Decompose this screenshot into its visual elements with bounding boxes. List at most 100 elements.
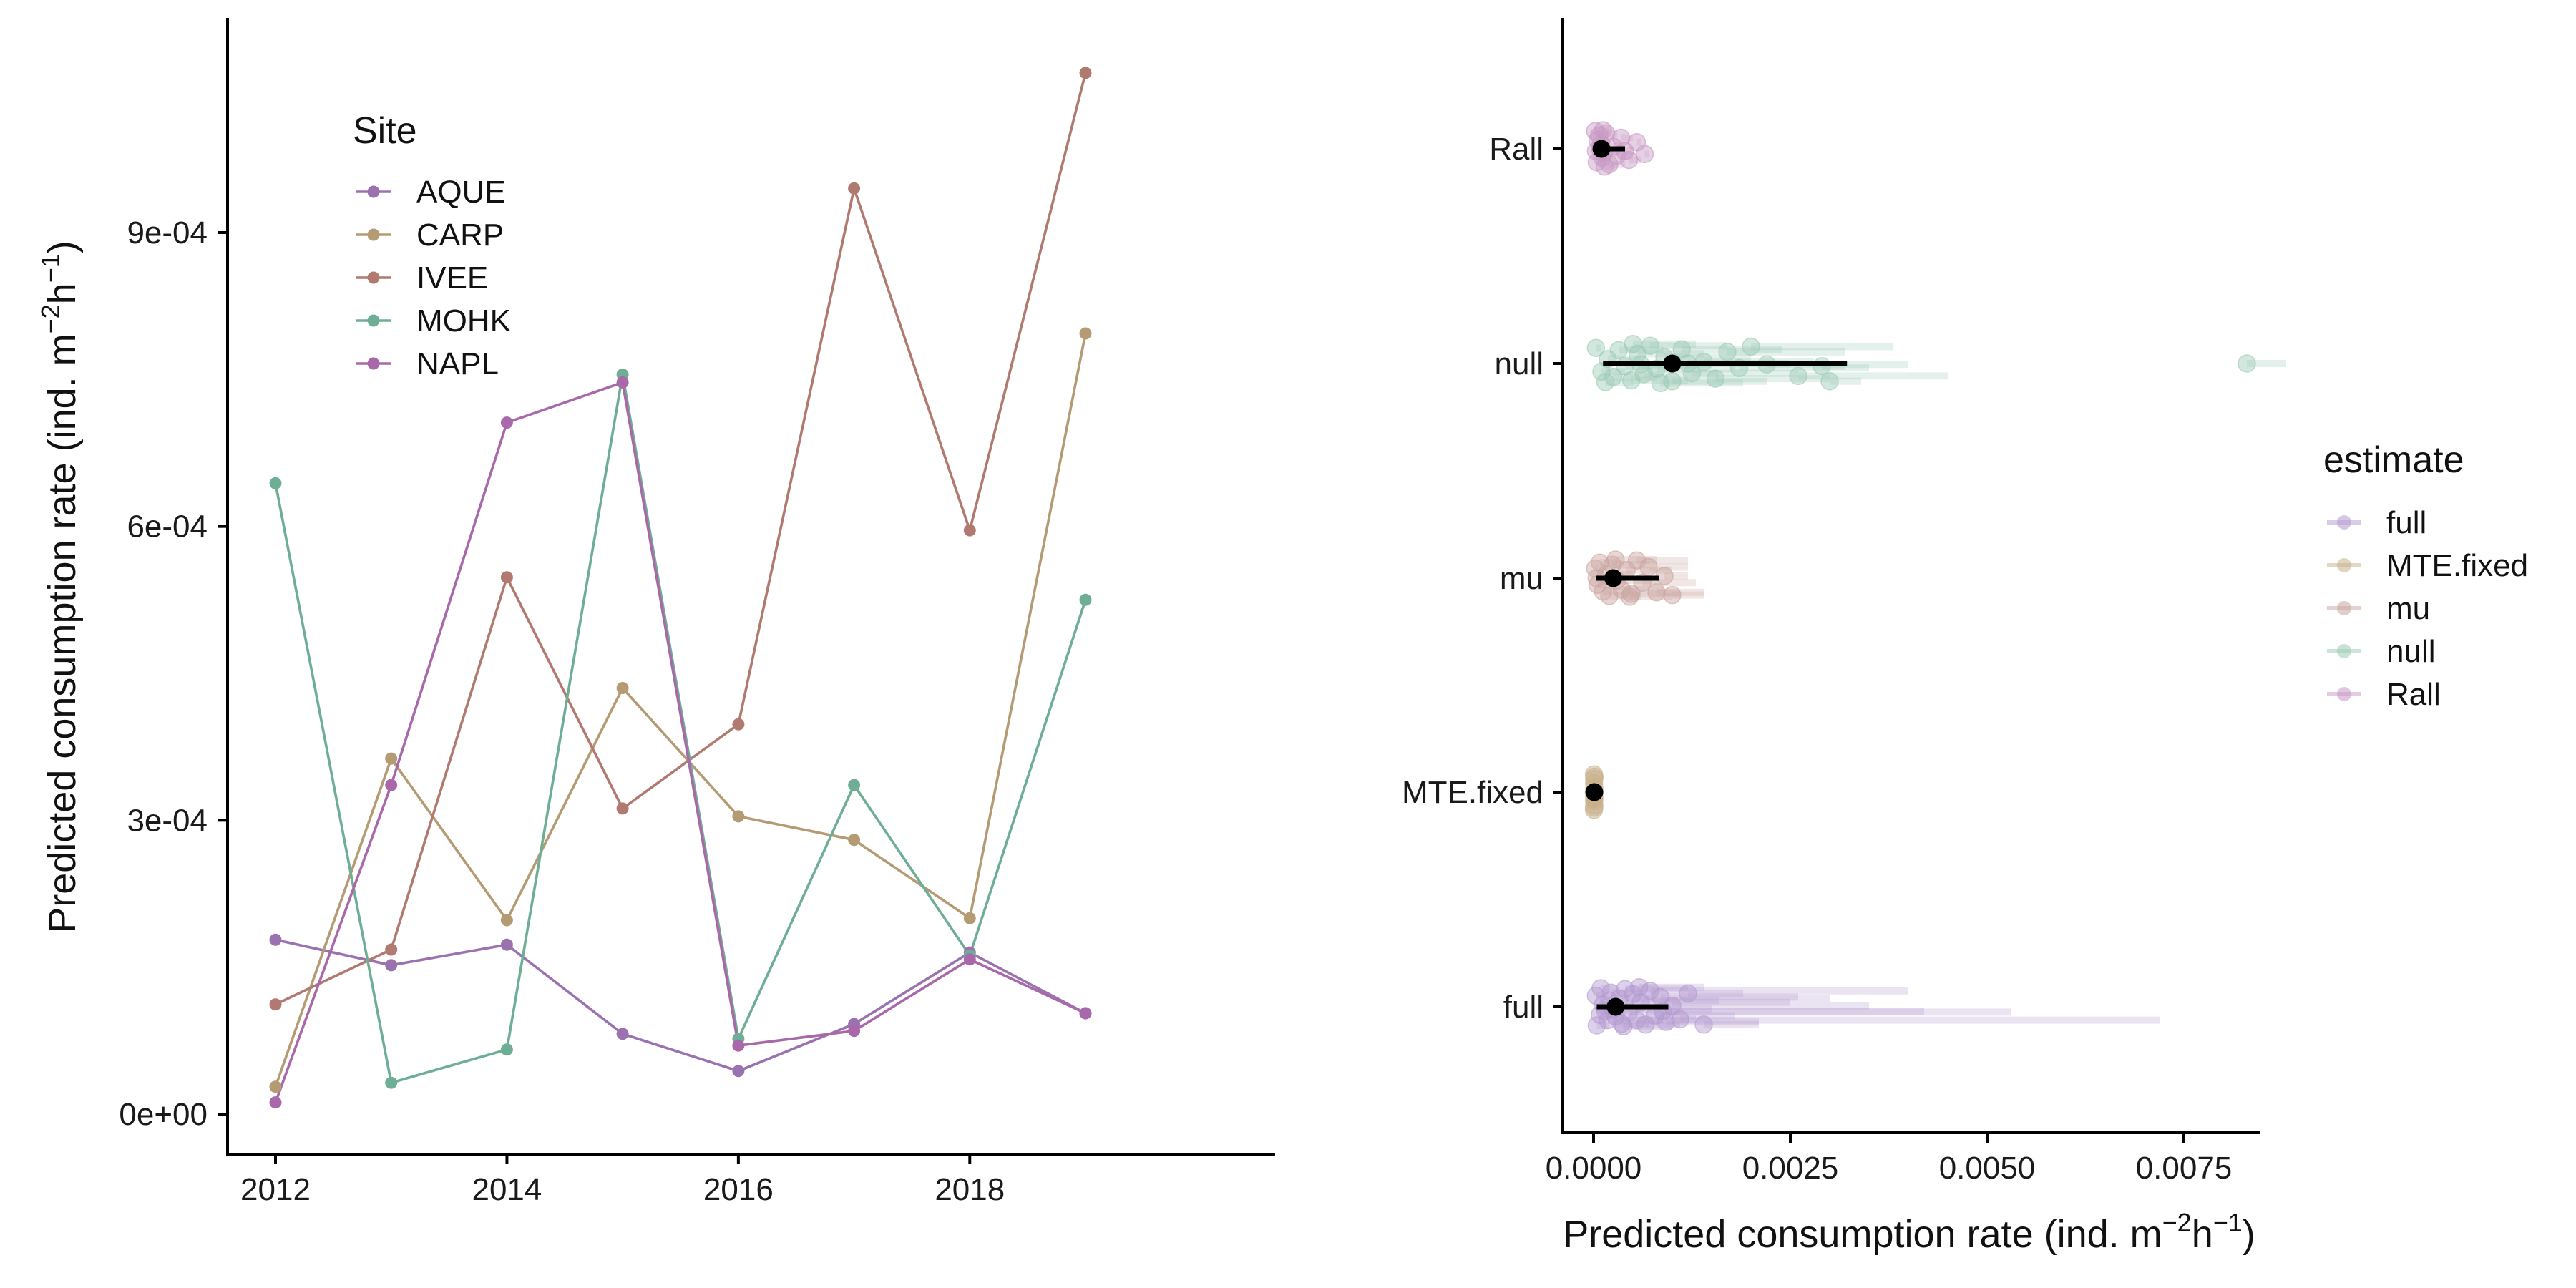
category-label-mte-fixed: MTE.fixed <box>1402 775 1543 810</box>
legend-label-mu: mu <box>2386 591 2430 626</box>
y-tick-label: 3e-04 <box>127 803 208 838</box>
data-point-ivee <box>385 943 398 956</box>
data-point-napl <box>616 376 629 389</box>
data-point-napl <box>1079 1007 1092 1020</box>
legend-key-point-null <box>2337 644 2351 658</box>
legend-title-estimate: estimate <box>2323 439 2464 481</box>
x-tick-label: 2016 <box>703 1172 774 1207</box>
data-point-carp <box>500 914 513 927</box>
estimate-point-full <box>1679 984 1697 1003</box>
data-point-carp <box>963 912 976 924</box>
data-point-mohk <box>269 477 282 489</box>
x-tick-label-right: 0.0000 <box>1546 1151 1642 1186</box>
estimate-point-null <box>1641 336 1659 355</box>
legend-label-mte-fixed: MTE.fixed <box>2386 548 2528 583</box>
data-point-carp <box>1079 327 1092 340</box>
estimate-point-null <box>1586 338 1606 358</box>
legend-key-point-mu <box>2337 601 2351 615</box>
series-line-carp <box>274 333 1087 1088</box>
data-point-napl <box>500 416 513 429</box>
series-points <box>269 67 1092 1109</box>
estimate-legend: estimate full MTE.fixed mu null Rall <box>2323 439 2528 712</box>
estimate-point-mte-fixed <box>1585 767 1604 786</box>
y-tick-label: 0e+00 <box>119 1097 208 1132</box>
x-axis-title-right: Predicted consumption rate (ind. m−2h−1) <box>1563 1208 2255 1256</box>
estimate-point-rall <box>1635 145 1654 164</box>
y-axis-title: Predicted consumption rate (ind. m−2h−1) <box>36 240 84 933</box>
estimate-point-null <box>1663 372 1682 391</box>
estimate-point-full <box>1657 1013 1675 1031</box>
data-point-napl <box>963 953 976 966</box>
data-point-aque <box>500 938 513 951</box>
estimate-point-full <box>1694 1015 1713 1034</box>
data-point-ivee <box>269 998 282 1011</box>
estimate-point-null <box>1742 337 1760 356</box>
legend-key-point-carp <box>367 228 380 241</box>
estimate-point-null <box>1651 374 1670 393</box>
data-point-ivee <box>1079 67 1092 79</box>
data-point-carp <box>732 810 745 823</box>
data-point-carp <box>385 752 398 765</box>
estimate-point-null <box>1596 373 1615 391</box>
series-line-aque <box>275 938 1086 1073</box>
estimate-point-full <box>1630 977 1649 997</box>
data-point-napl <box>385 779 398 791</box>
category-label-full: full <box>1503 990 1543 1025</box>
interval-bars <box>1594 127 2286 1030</box>
data-point-ivee <box>848 182 861 195</box>
data-point-mohk <box>848 779 861 791</box>
data-point-mohk <box>385 1076 398 1089</box>
data-point-carp <box>848 834 861 847</box>
legend-label-carp: CARP <box>416 218 504 253</box>
estimate-point-null <box>1813 356 1831 376</box>
legend-key-point-mte-fixed <box>2337 558 2351 572</box>
category-label-rall: Rall <box>1489 132 1543 167</box>
legend-key-point-aque <box>367 185 380 198</box>
series-line-mohk <box>274 374 1087 1085</box>
data-point-ivee <box>616 802 629 815</box>
data-point-mohk <box>1079 593 1092 606</box>
data-point-aque <box>385 959 398 972</box>
x-tick-label: 2018 <box>935 1172 1005 1207</box>
category-label-mu: mu <box>1500 561 1543 596</box>
x-tick-label-right: 0.0050 <box>1939 1151 2036 1186</box>
legend-label-ivee: IVEE <box>416 260 488 296</box>
x-tick-label: 2012 <box>240 1172 311 1207</box>
y-tick-label: 6e-04 <box>127 509 208 545</box>
legend-key-point-rall <box>2337 687 2351 701</box>
estimate-point-mu <box>1606 550 1625 569</box>
estimate-point-null <box>1624 334 1642 353</box>
legend-key-point-full <box>2337 515 2351 530</box>
legend-title: Site <box>353 110 417 152</box>
legend-key-point-ivee <box>367 271 380 284</box>
legend-key-point-mohk <box>367 314 380 327</box>
data-point-mohk <box>500 1043 513 1056</box>
legend-label-aque: AQUE <box>416 175 506 210</box>
data-point-napl <box>732 1039 745 1052</box>
estimate-point-null <box>1820 372 1839 391</box>
x-tick-label-right: 0.0025 <box>1742 1151 1839 1186</box>
estimate-point-mu <box>1622 584 1641 603</box>
estimate-point-mu <box>1663 585 1682 605</box>
data-point-carp <box>269 1080 282 1093</box>
summary-point-mu <box>1604 569 1622 587</box>
series-lines <box>274 72 1087 1103</box>
summary-point-full <box>1606 997 1625 1016</box>
estimate-point-full <box>1641 981 1659 1000</box>
estimate-point-full <box>1627 1010 1646 1030</box>
series-line-ivee <box>275 72 1087 1006</box>
summary-point-rall <box>1592 140 1611 158</box>
legend-label-rall: Rall <box>2386 677 2441 712</box>
category-ticks: full MTE.fixed mu null Rall <box>1402 132 1563 1025</box>
estimate-point-mu <box>1639 557 1658 577</box>
x-ticks: 2012 2014 2016 2018 <box>240 1154 1005 1207</box>
estimate-point-mu <box>1620 587 1639 606</box>
legend-key-point-napl <box>367 357 380 370</box>
estimate-point-null <box>1718 343 1737 361</box>
data-point-aque <box>732 1065 745 1078</box>
data-point-aque <box>616 1028 629 1040</box>
summary-point-mte-fixed <box>1585 783 1604 801</box>
data-point-ivee <box>963 524 976 537</box>
